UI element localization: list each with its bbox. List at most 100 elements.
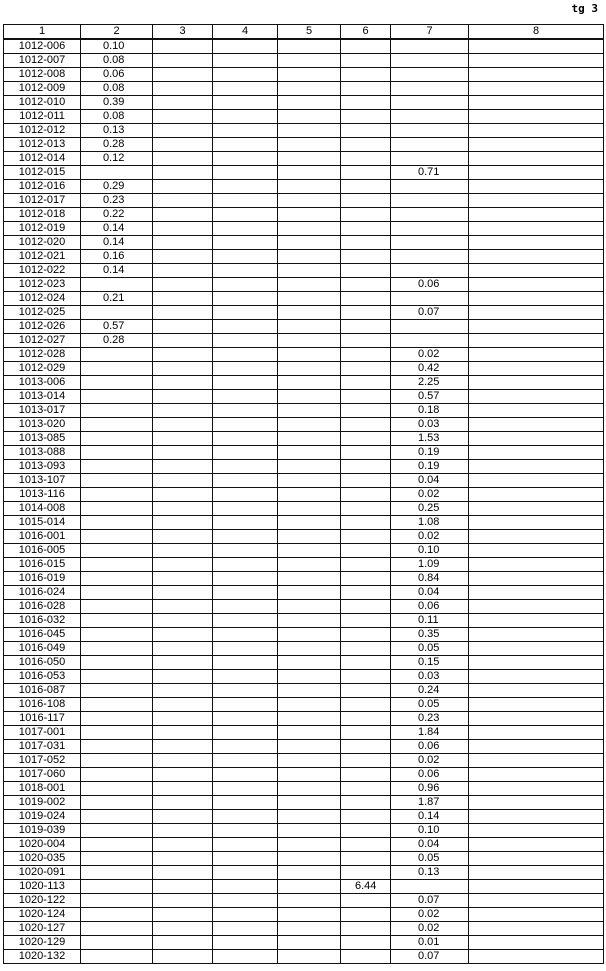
value-cell-col-7: 0.07 <box>390 893 469 908</box>
value-cell-col-6 <box>340 151 391 166</box>
value-cell-col-4 <box>212 403 278 418</box>
table-row: 1020-122 0.07 <box>3 893 604 908</box>
value-cell-col-8 <box>468 193 604 208</box>
value-cell-col-5 <box>277 235 341 250</box>
value-cell-col-8 <box>468 949 604 964</box>
value-cell-col-6 <box>340 627 391 642</box>
value-cell-col-3 <box>152 851 213 866</box>
value-cell-col-2 <box>80 921 153 936</box>
value-cell-col-4 <box>212 263 278 278</box>
value-cell-col-7: 0.02 <box>390 753 469 768</box>
value-cell-col-6 <box>340 179 391 194</box>
value-cell-col-2 <box>80 389 153 404</box>
value-cell-col-3 <box>152 627 213 642</box>
value-cell-col-2: 0.06 <box>80 67 153 82</box>
value-cell-col-5 <box>277 893 341 908</box>
value-cell-col-7: 0.13 <box>390 865 469 880</box>
value-cell-col-6 <box>340 263 391 278</box>
value-cell-col-5 <box>277 753 341 768</box>
value-cell-col-6 <box>340 207 391 222</box>
value-cell-col-7: 0.19 <box>390 445 469 460</box>
value-cell-col-4 <box>212 473 278 488</box>
value-cell-col-5 <box>277 305 341 320</box>
value-cell-col-3 <box>152 81 213 96</box>
value-cell-col-6 <box>340 473 391 488</box>
column-header-6: 6 <box>340 24 391 40</box>
value-cell-col-2 <box>80 585 153 600</box>
value-cell-col-7 <box>390 151 469 166</box>
value-cell-col-2 <box>80 501 153 516</box>
value-cell-col-6 <box>340 305 391 320</box>
value-cell-col-2 <box>80 879 153 894</box>
table-row: 1012-029 0.42 <box>3 361 604 376</box>
row-id-cell: 1012-026 <box>3 319 81 334</box>
value-cell-col-4 <box>212 585 278 600</box>
value-cell-col-3 <box>152 431 213 446</box>
row-id-cell: 1016-019 <box>3 571 81 586</box>
page-label: tg 3 <box>571 2 599 15</box>
row-id-cell: 1012-008 <box>3 67 81 82</box>
value-cell-col-5 <box>277 53 341 68</box>
value-cell-col-7 <box>390 137 469 152</box>
value-cell-col-5 <box>277 585 341 600</box>
row-id-cell: 1013-088 <box>3 445 81 460</box>
value-cell-col-8 <box>468 795 604 810</box>
value-cell-col-2 <box>80 683 153 698</box>
value-cell-col-8 <box>468 207 604 222</box>
row-id-cell: 1012-017 <box>3 193 81 208</box>
value-cell-col-5 <box>277 221 341 236</box>
value-cell-col-8 <box>468 67 604 82</box>
value-cell-col-7: 0.25 <box>390 501 469 516</box>
value-cell-col-5 <box>277 599 341 614</box>
value-cell-col-7: 0.02 <box>390 347 469 362</box>
table-row: 1016-050 0.15 <box>3 655 604 670</box>
value-cell-col-4 <box>212 95 278 110</box>
value-cell-col-2 <box>80 487 153 502</box>
row-id-cell: 1012-018 <box>3 207 81 222</box>
value-cell-col-2 <box>80 711 153 726</box>
table-row: 1013-116 0.02 <box>3 487 604 502</box>
row-id-cell: 1017-060 <box>3 767 81 782</box>
value-cell-col-5 <box>277 38 341 54</box>
row-id-cell: 1016-015 <box>3 557 81 572</box>
table-row: 1020-035 0.05 <box>3 851 604 866</box>
row-id-cell: 1016-050 <box>3 655 81 670</box>
value-cell-col-2 <box>80 375 153 390</box>
table-row: 1013-017 0.18 <box>3 403 604 418</box>
column-header-7: 7 <box>390 24 469 40</box>
table-row: 1016-024 0.04 <box>3 585 604 600</box>
value-cell-col-4 <box>212 683 278 698</box>
value-cell-col-6 <box>340 38 391 54</box>
row-id-cell: 1012-010 <box>3 95 81 110</box>
value-cell-col-7: 0.03 <box>390 669 469 684</box>
value-cell-col-6 <box>340 543 391 558</box>
value-cell-col-7: 0.07 <box>390 305 469 320</box>
value-cell-col-4 <box>212 291 278 306</box>
value-cell-col-7: 0.02 <box>390 907 469 922</box>
value-cell-col-2 <box>80 949 153 964</box>
row-id-cell: 1012-016 <box>3 179 81 194</box>
value-cell-col-6 <box>340 347 391 362</box>
value-cell-col-7 <box>390 109 469 124</box>
value-cell-col-3 <box>152 137 213 152</box>
table-row: 1013-085 1.53 <box>3 431 604 446</box>
value-cell-col-2 <box>80 851 153 866</box>
value-cell-col-6 <box>340 53 391 68</box>
value-cell-col-4 <box>212 235 278 250</box>
value-cell-col-7 <box>390 291 469 306</box>
row-id-cell: 1012-011 <box>3 109 81 124</box>
value-cell-col-8 <box>468 165 604 180</box>
value-cell-col-7 <box>390 879 469 894</box>
row-id-cell: 1012-006 <box>3 38 81 54</box>
table-row: 1020-113 6.44 <box>3 879 604 894</box>
table-row: 1012-019 0.14 <box>3 221 604 236</box>
value-cell-col-3 <box>152 319 213 334</box>
value-cell-col-7 <box>390 207 469 222</box>
value-cell-col-8 <box>468 711 604 726</box>
value-cell-col-8 <box>468 669 604 684</box>
value-cell-col-7: 0.10 <box>390 823 469 838</box>
value-cell-col-3 <box>152 879 213 894</box>
value-cell-col-3 <box>152 725 213 740</box>
value-cell-col-5 <box>277 403 341 418</box>
value-cell-col-7 <box>390 193 469 208</box>
